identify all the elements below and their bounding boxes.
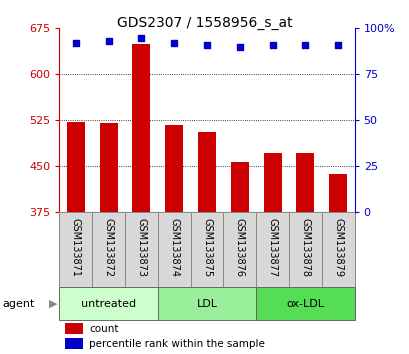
Point	[171, 40, 177, 46]
Bar	[157, 212, 190, 287]
Bar	[157, 287, 256, 320]
Text: ox-LDL: ox-LDL	[286, 299, 324, 309]
Bar	[263, 153, 281, 212]
Text: percentile rank within the sample: percentile rank within the sample	[89, 339, 264, 349]
Point	[105, 38, 112, 44]
Bar	[223, 212, 256, 287]
Text: GSM133872: GSM133872	[103, 218, 113, 277]
Text: ▶: ▶	[49, 299, 57, 309]
Bar	[59, 287, 157, 320]
Bar	[65, 338, 83, 349]
Bar	[190, 212, 223, 287]
Text: GDS2307 / 1558956_s_at: GDS2307 / 1558956_s_at	[117, 16, 292, 30]
Bar	[256, 287, 354, 320]
Bar	[125, 212, 157, 287]
Bar	[198, 132, 216, 212]
Bar	[67, 122, 85, 212]
Text: GSM133878: GSM133878	[300, 218, 310, 277]
Point	[138, 35, 144, 40]
Bar	[296, 153, 314, 212]
Point	[203, 42, 210, 48]
Bar	[65, 324, 83, 334]
Point	[334, 42, 341, 48]
Point	[72, 40, 79, 46]
Bar	[321, 212, 354, 287]
Bar	[328, 174, 346, 212]
Text: agent: agent	[2, 299, 34, 309]
Text: LDL: LDL	[196, 299, 217, 309]
Bar	[256, 212, 288, 287]
Bar	[99, 122, 117, 212]
Bar	[59, 212, 92, 287]
Point	[269, 42, 275, 48]
Point	[236, 44, 243, 50]
Text: GSM133876: GSM133876	[234, 218, 244, 277]
Text: GSM133873: GSM133873	[136, 218, 146, 277]
Bar	[230, 162, 248, 212]
Point	[301, 42, 308, 48]
Bar	[165, 125, 183, 212]
Text: GSM133874: GSM133874	[169, 218, 179, 277]
Bar	[288, 212, 321, 287]
Text: GSM133877: GSM133877	[267, 218, 277, 277]
Text: count: count	[89, 324, 118, 334]
Text: GSM133879: GSM133879	[333, 218, 342, 277]
Text: GSM133871: GSM133871	[71, 218, 81, 277]
Text: untreated: untreated	[81, 299, 136, 309]
Text: GSM133875: GSM133875	[202, 218, 211, 277]
Bar	[132, 44, 150, 212]
Bar	[92, 212, 125, 287]
